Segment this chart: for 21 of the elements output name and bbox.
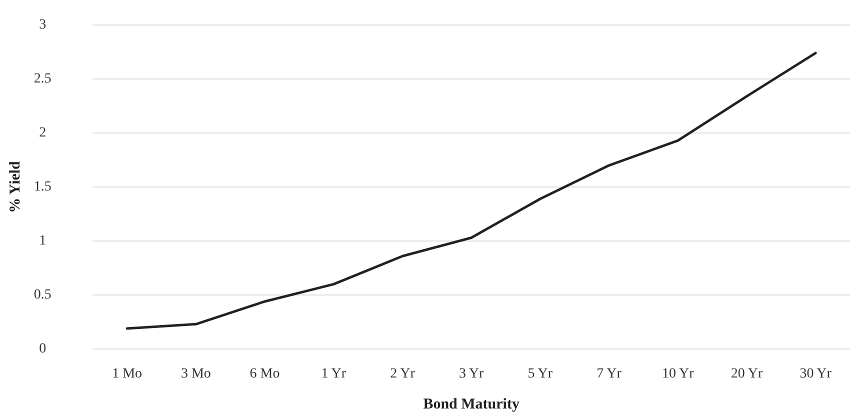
x-tick-label: 1 Yr <box>321 366 346 382</box>
x-tick-label: 3 Mo <box>180 366 211 382</box>
y-tick-label: 1 <box>39 234 46 248</box>
x-tick-label: 5 Yr <box>528 366 553 382</box>
line-series <box>126 52 817 330</box>
x-tick-label: 10 Yr <box>662 366 694 382</box>
y-tick-label: 0.5 <box>34 288 52 302</box>
y-tick-label: 0 <box>39 342 46 356</box>
x-tick-label: 30 Yr <box>800 366 832 382</box>
y-tick-label: 3 <box>39 18 46 32</box>
x-tick-label: 7 Yr <box>596 366 622 382</box>
y-axis-title: % Yield <box>8 160 24 213</box>
x-tick-label: 20 Yr <box>730 366 763 382</box>
y-tick-label: 2 <box>39 126 46 140</box>
y-tick-label: 1.5 <box>34 180 52 194</box>
x-tick-label: 3 Yr <box>458 366 484 382</box>
x-tick-label: 2 Yr <box>390 366 416 382</box>
x-tick-label: 6 Mo <box>250 366 280 382</box>
x-tick-label: 1 Mo <box>112 366 142 382</box>
x-axis-title: Bond Maturity <box>423 396 520 412</box>
y-tick-label: 2.5 <box>34 72 52 86</box>
